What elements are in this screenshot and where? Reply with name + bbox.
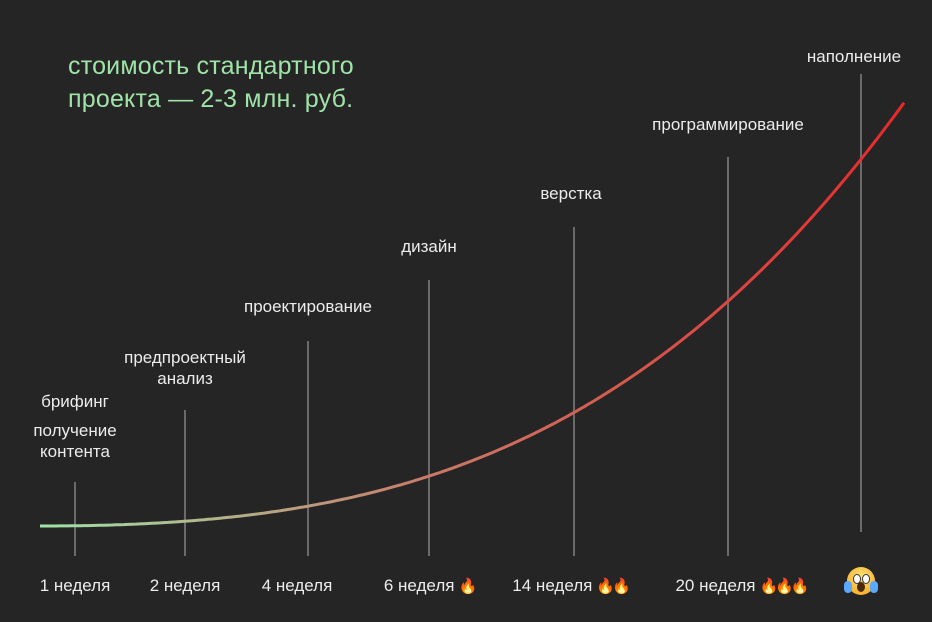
stage-label: проектирование (244, 296, 372, 317)
x-tick-label: 20 неделя 🔥🔥🔥 (675, 576, 810, 596)
stage-label-line: программирование (652, 115, 804, 134)
x-tick-text: 4 неделя (261, 576, 333, 595)
fire-icon: 🔥 (458, 577, 477, 595)
x-tick-text: 20 неделя (675, 576, 756, 595)
stage-label: дизайн (401, 236, 457, 257)
stage-label: наполнение (807, 46, 901, 67)
stage-label-line: получение (33, 421, 117, 440)
cost-curve (40, 101, 906, 528)
x-tick-text: 1 неделя (39, 576, 111, 595)
x-tick-label: 14 неделя 🔥🔥 (512, 576, 630, 596)
stage-label: предпроектный анализ (124, 347, 246, 389)
stage-label-line: верстка (540, 184, 602, 203)
stage-label-line: анализ (157, 369, 213, 388)
stage-label: программирование (652, 114, 804, 135)
x-tick-label: 4 неделя (262, 576, 333, 596)
chart-title-line-1: стоимость стандартного (68, 52, 354, 80)
chart-title-line-2: проекта — 2-3 млн. руб. (68, 85, 354, 113)
stage-label-line: проектирование (243, 297, 373, 316)
stage-label-line: предпроектный (124, 348, 246, 367)
stage-label-line: брифинг (41, 392, 109, 411)
x-tick-text: 14 неделя (512, 576, 593, 595)
fire-icon: 🔥🔥 (596, 577, 630, 595)
x-tick-text: 2 неделя (149, 576, 221, 595)
chart-title: стоимость стандартного проекта — 2-3 млн… (68, 50, 354, 116)
stage-label: брифинг (41, 391, 109, 412)
x-tick-label: 2 неделя (150, 576, 221, 596)
screaming-face-icon (844, 567, 878, 595)
stage-label-line: дизайн (401, 237, 457, 256)
stage-label: верстка (540, 183, 601, 204)
fire-icon: 🔥🔥🔥 (759, 577, 810, 595)
x-tick-label: 1 неделя (40, 576, 111, 596)
x-tick-text: 6 неделя (383, 576, 455, 595)
x-tick-label: 6 неделя 🔥 (383, 576, 477, 596)
stage-label-line: наполнение (806, 47, 902, 66)
stage-label: получение контента (33, 420, 116, 462)
stage-label-line: контента (40, 442, 110, 461)
